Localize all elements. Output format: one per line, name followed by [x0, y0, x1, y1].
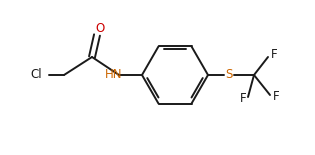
Text: O: O [95, 22, 105, 35]
Text: F: F [240, 91, 246, 104]
Text: Cl: Cl [30, 67, 42, 80]
Text: F: F [271, 49, 277, 62]
Text: HN: HN [105, 69, 122, 82]
Text: F: F [273, 91, 279, 104]
Text: S: S [225, 67, 233, 80]
